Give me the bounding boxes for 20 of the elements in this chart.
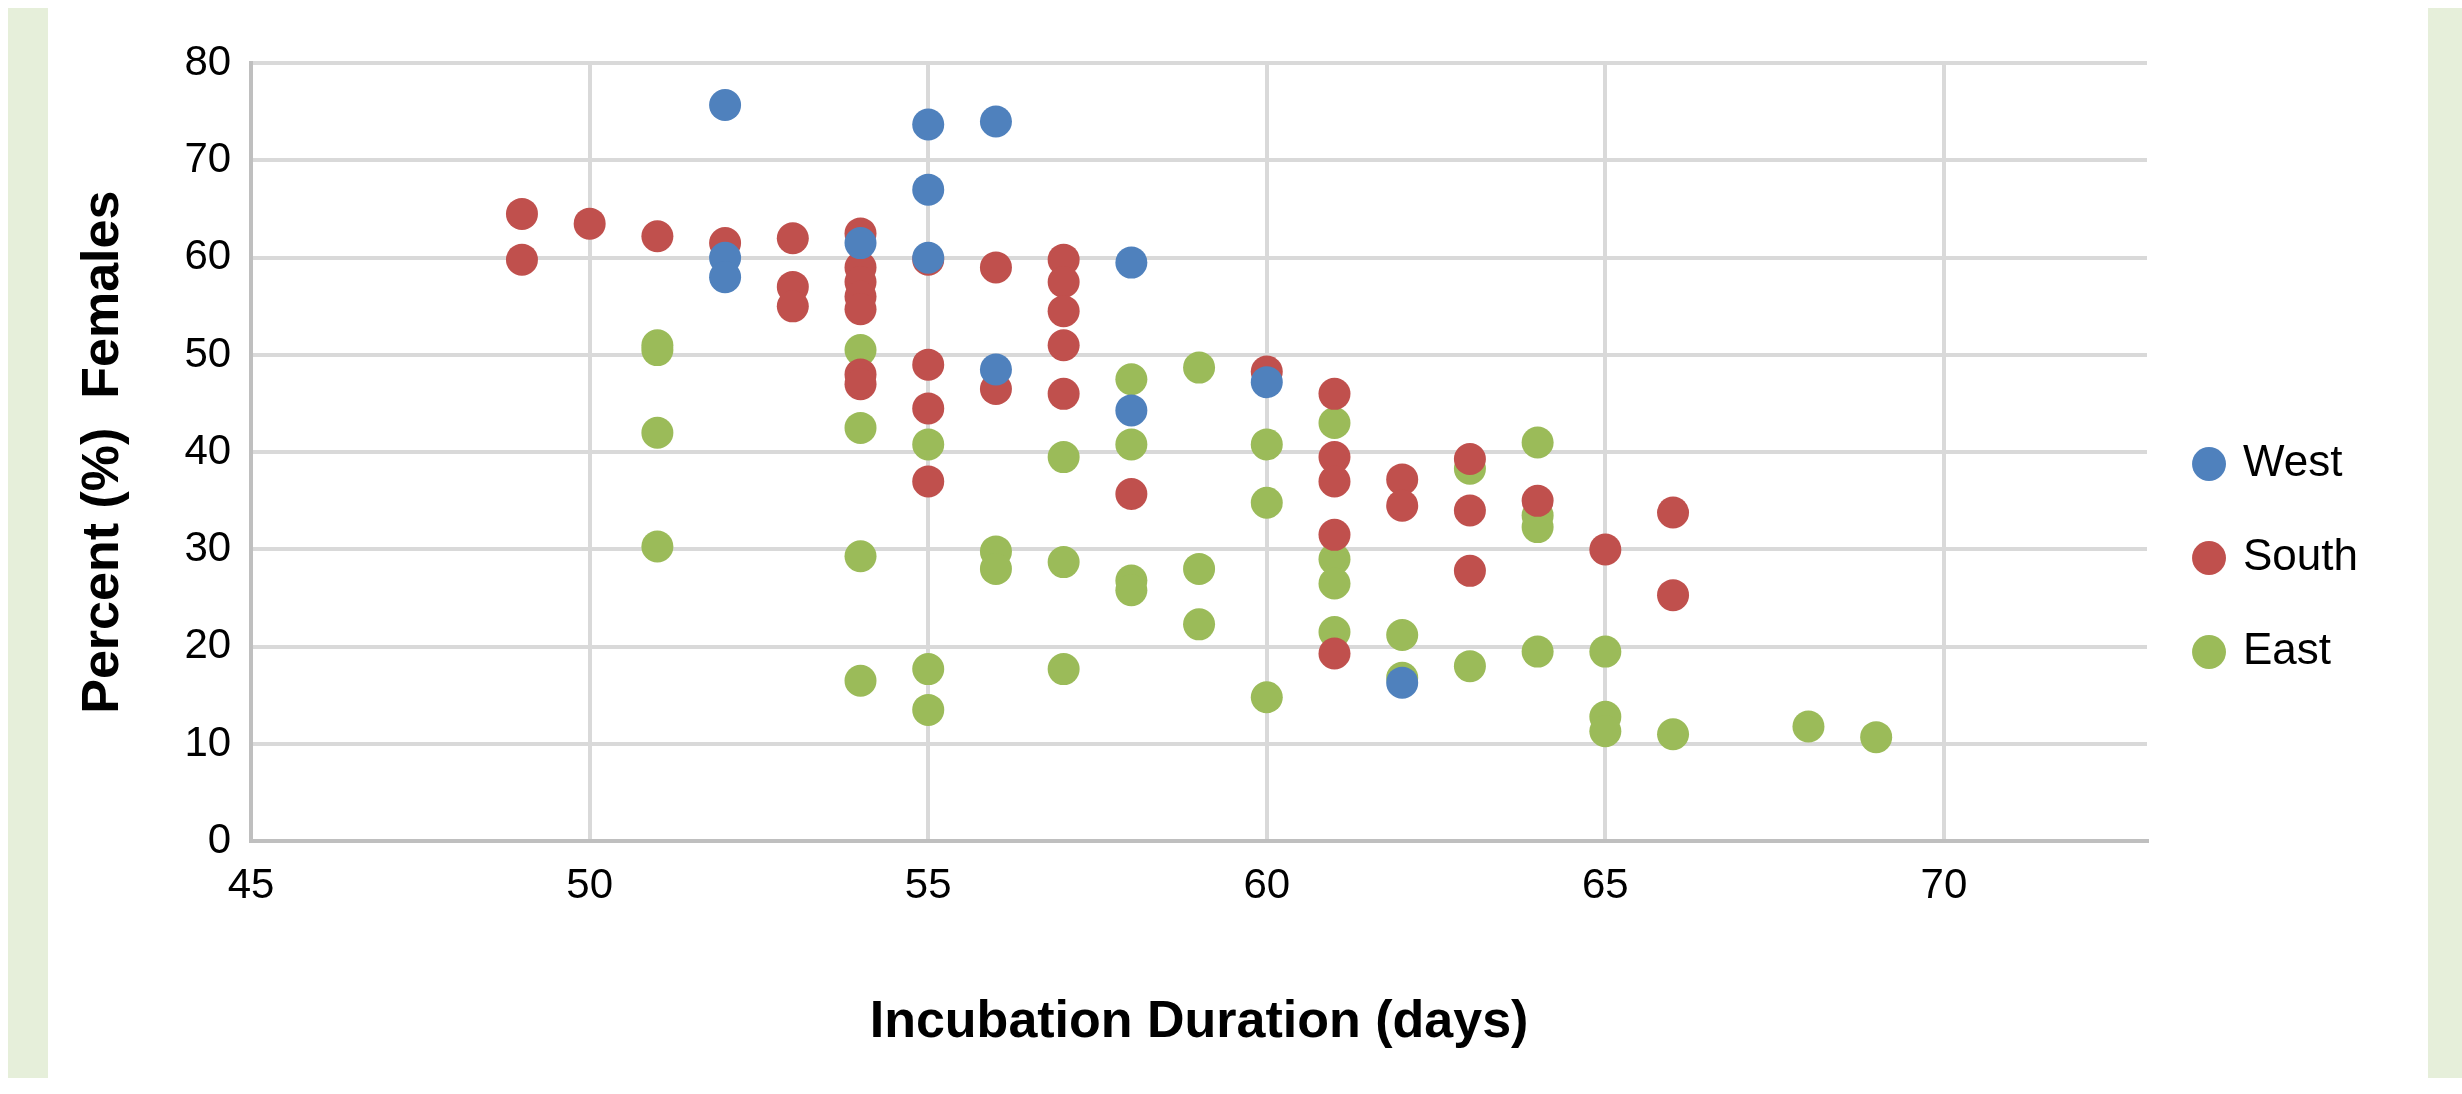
x-tick-label: 50	[566, 859, 614, 907]
y-tick-label: 80	[184, 36, 232, 84]
x-tick-label: 70	[1920, 859, 1968, 907]
y-tick-label: 60	[184, 231, 232, 279]
legend-label: West	[2243, 436, 2343, 486]
x-tick-label: 45	[227, 859, 275, 907]
y-tick-label: 10	[184, 717, 232, 765]
y-tick-label: 0	[207, 814, 232, 862]
y-tick-label: 50	[184, 328, 232, 376]
y-axis-title: Percent (%) Females	[70, 190, 129, 714]
y-tick-label: 40	[184, 425, 232, 473]
y-tick-label: 20	[184, 620, 232, 668]
x-tick-label: 65	[1581, 859, 1629, 907]
x-tick-label: 55	[904, 859, 952, 907]
legend-label: South	[2243, 530, 2358, 580]
x-axis-title: Incubation Duration (days)	[869, 990, 1529, 1049]
legend-label: East	[2243, 624, 2332, 674]
y-tick-label: 70	[184, 134, 232, 182]
x-tick-label: 60	[1243, 859, 1291, 907]
y-tick-label: 30	[184, 523, 232, 571]
